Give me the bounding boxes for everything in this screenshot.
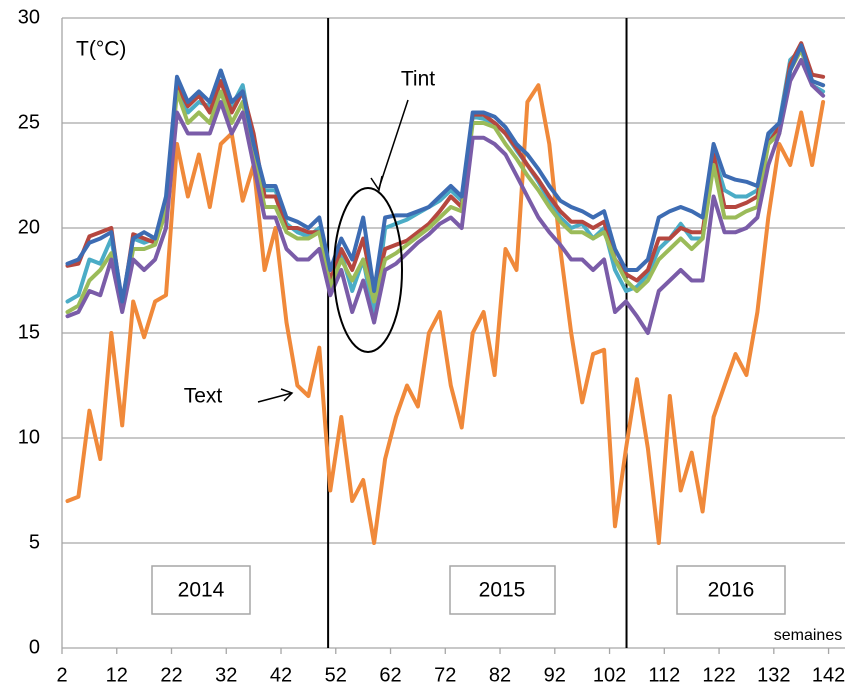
series-line [65, 47, 826, 314]
x-axis-label: semaines [774, 627, 842, 644]
x-tick-label: 102 [593, 664, 626, 686]
x-tick-label: 122 [702, 664, 735, 686]
y-tick-label: 15 [18, 321, 40, 343]
x-tick-label: 82 [489, 664, 511, 686]
x-tick-label: 62 [379, 664, 401, 686]
year-label: 2016 [708, 579, 755, 602]
year-box [151, 565, 251, 615]
year-label: 2014 [178, 579, 225, 602]
series-line [65, 41, 826, 308]
arrow-head [370, 175, 383, 192]
arrow [378, 99, 409, 189]
x-tick-label: 142 [812, 664, 845, 686]
y-tick-label: 20 [18, 216, 40, 238]
arrow [257, 392, 293, 403]
x-tick-label: 12 [106, 664, 128, 686]
x-tick-label: 112 [648, 664, 680, 686]
y-tick-label: 10 [18, 426, 40, 448]
series-line [65, 58, 826, 335]
x-tick-label: 42 [270, 664, 292, 686]
x-tick-label: 32 [215, 664, 237, 686]
highlight-ellipse [333, 187, 403, 353]
arrow-head [280, 388, 294, 402]
x-tick-label: 132 [757, 664, 790, 686]
overlay: 2014 2015 2016 T(°C) semaines Tint Text [76, 38, 842, 645]
y-tick-label: 5 [29, 531, 40, 553]
annotation: Text [184, 385, 223, 408]
y-tick-label: 0 [29, 636, 40, 658]
y-tick-label: 30 [18, 6, 40, 28]
x-tick-label: 92 [544, 664, 566, 686]
x-tick-label: 72 [434, 664, 456, 686]
annotation: Tint [401, 68, 435, 91]
y-tick-label: 25 [18, 111, 40, 133]
series-line [65, 43, 826, 304]
year-box [449, 565, 556, 615]
year-label: 2015 [479, 579, 526, 602]
series-line [65, 47, 826, 319]
lines [65, 41, 826, 545]
x-tick-label: 2 [56, 664, 67, 686]
y-axis-label: T(°C) [76, 38, 126, 61]
x-tick-label: 52 [325, 664, 347, 686]
series-line [65, 83, 826, 545]
x-tick-label: 22 [160, 664, 182, 686]
grid: 0 5 10 15 20 25 30 2 12 22 32 42 52 62 72 82 92 102 112 122… [18, 6, 846, 686]
year-box [676, 565, 786, 615]
